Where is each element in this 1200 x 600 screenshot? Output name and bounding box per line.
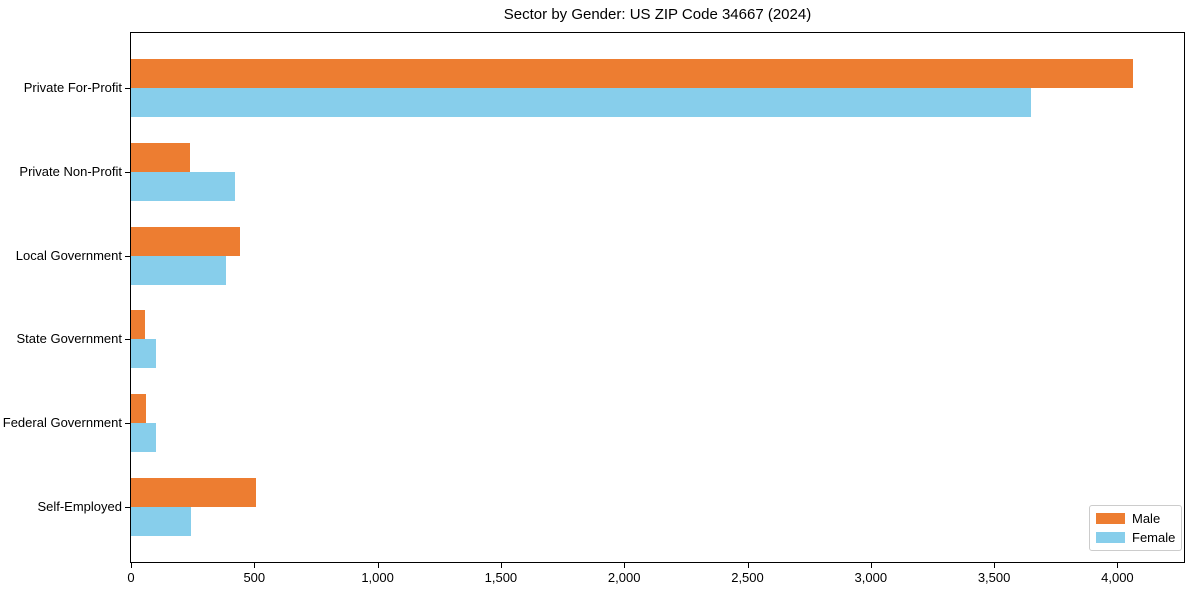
x-tick-label: 2,000: [607, 570, 641, 585]
x-tick-label: 1,000: [361, 570, 394, 585]
bar-male-federal-government: [131, 394, 146, 424]
x-tick-label: 0: [127, 570, 135, 585]
x-tick-mark: [377, 563, 379, 568]
y-tick-label: Federal Government: [2, 415, 122, 431]
x-tick-mark: [870, 563, 872, 568]
y-tick-mark: [125, 507, 130, 508]
bar-female-local-government: [131, 255, 226, 285]
bar-female-federal-government: [131, 423, 156, 453]
y-tick-mark: [125, 423, 130, 425]
bar-female-private-non-profit: [131, 171, 235, 201]
y-tick-mark: [125, 88, 130, 89]
legend-label-male: Male: [1132, 511, 1161, 526]
x-tick-mark: [254, 563, 256, 568]
bar-male-private-non-profit: [131, 142, 191, 172]
legend-entry-male: Male: [1096, 511, 1175, 526]
x-tick-mark: [747, 563, 749, 568]
y-tick-label: State Government: [16, 331, 123, 347]
y-tick-mark: [125, 339, 130, 341]
x-tick-mark: [1117, 563, 1119, 568]
y-tick-label: Self-Employed: [37, 499, 122, 514]
legend-label-female: Female: [1132, 530, 1176, 545]
x-tick-label: 1,500: [484, 570, 518, 585]
x-tick-mark: [500, 563, 502, 568]
x-tick-label: 3,000: [854, 570, 888, 585]
x-tick-mark: [994, 563, 996, 568]
chart-title: Sector by Gender: US ZIP Code 34667 (202…: [503, 6, 812, 23]
y-tick-mark: [125, 171, 130, 173]
male-swatch: [1096, 513, 1125, 524]
y-tick-label: Private Non-Profit: [19, 163, 122, 179]
plot-area: [130, 32, 1185, 563]
bar-female-private-for-profit: [131, 88, 1032, 117]
x-tick-mark: [131, 563, 132, 568]
bar-male-state-government: [131, 310, 145, 340]
x-tick-mark: [624, 563, 626, 568]
female-swatch: [1096, 532, 1125, 543]
bar-male-self-employed: [131, 478, 256, 507]
bar-male-local-government: [131, 226, 240, 256]
bar-female-state-government: [131, 339, 156, 369]
legend: Male Female: [1089, 505, 1182, 551]
x-tick-label: 500: [243, 570, 266, 585]
bar-male-private-for-profit: [131, 59, 1134, 88]
y-tick-label: Local Government: [15, 247, 122, 263]
x-tick-label: 3,500: [977, 570, 1011, 585]
x-tick-label: 2,500: [731, 570, 764, 585]
bar-female-self-employed: [131, 507, 192, 536]
legend-entry-female: Female: [1096, 530, 1175, 545]
y-tick-mark: [125, 255, 130, 257]
y-tick-label: Private For-Profit: [23, 80, 122, 95]
x-tick-label: 4,000: [1101, 570, 1134, 585]
